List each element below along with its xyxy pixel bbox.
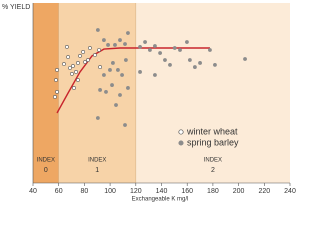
- zone: [58, 3, 136, 183]
- x-tick-label: 200: [233, 188, 245, 195]
- point: [104, 90, 108, 94]
- point: [178, 48, 182, 52]
- point: [138, 70, 142, 74]
- point: [88, 46, 92, 50]
- point: [148, 48, 152, 52]
- point: [118, 93, 122, 97]
- point: [76, 78, 80, 82]
- point: [102, 73, 106, 77]
- x-tick-label: 40: [29, 188, 37, 195]
- x-axis-label: Exchangeable K mg/l: [132, 197, 189, 203]
- point: [71, 64, 75, 68]
- point: [81, 50, 86, 54]
- point: [138, 45, 142, 49]
- zone-label: INDEX: [204, 158, 222, 164]
- point: [143, 40, 147, 44]
- x-tick-label: 60: [55, 188, 63, 195]
- point: [213, 63, 217, 67]
- legend-label: winter wheat: [186, 126, 238, 136]
- point: [108, 68, 112, 72]
- point: [158, 51, 162, 55]
- fit-curve: [56, 47, 210, 114]
- point: [102, 38, 106, 42]
- zone-sublabel: 0: [44, 167, 48, 174]
- x-tick-label: 120: [130, 188, 142, 195]
- point: [113, 43, 117, 47]
- x-tick-label: 140: [156, 188, 168, 195]
- point: [198, 61, 202, 65]
- point: [66, 55, 70, 59]
- page: % YIELD Exchangeable K mg/l INDEX 0 INDEX 1…: [2, 3, 296, 203]
- zone: [33, 3, 59, 183]
- x-tick-label: 80: [81, 188, 89, 195]
- point: [208, 48, 212, 52]
- point: [168, 63, 172, 67]
- legend-label: spring barley: [187, 137, 239, 147]
- point: [54, 78, 58, 82]
- point: [55, 68, 59, 72]
- legend-marker: [178, 129, 184, 135]
- point: [124, 58, 128, 62]
- point: [95, 28, 100, 32]
- zone-sublabel: 1: [95, 167, 99, 174]
- zone: [135, 3, 290, 183]
- x-tick-label: 180: [207, 188, 219, 195]
- chart: % YIELD Exchangeable K mg/l INDEX 0 INDEX 1…: [2, 3, 296, 203]
- point: [62, 62, 66, 66]
- point: [123, 42, 127, 46]
- point: [55, 90, 59, 94]
- point: [83, 60, 87, 64]
- zone-sublabel: 2: [211, 167, 215, 174]
- point: [98, 65, 102, 69]
- y-axis-label: % YIELD: [2, 4, 30, 11]
- point: [76, 61, 80, 65]
- point: [72, 86, 76, 90]
- point: [123, 123, 127, 127]
- point: [153, 73, 157, 77]
- point: [98, 88, 102, 92]
- point: [65, 45, 69, 49]
- point: [78, 54, 82, 58]
- x-tick-label: 100: [104, 188, 116, 195]
- point: [114, 103, 118, 107]
- point: [68, 66, 72, 70]
- point: [187, 58, 192, 62]
- zone-label: INDEX: [88, 158, 106, 164]
- x-tick-label: 240: [284, 188, 296, 195]
- point: [86, 58, 90, 62]
- zone-label: INDEX: [37, 158, 55, 164]
- point: [111, 61, 115, 65]
- x-tick-label: 220: [258, 188, 270, 195]
- point: [163, 58, 167, 62]
- point: [97, 48, 101, 52]
- point: [95, 116, 100, 120]
- point: [185, 40, 189, 44]
- point: [120, 73, 124, 77]
- point: [106, 43, 110, 47]
- point: [126, 31, 130, 35]
- x-tick-label: 160: [181, 188, 193, 195]
- point: [243, 57, 247, 61]
- point: [74, 70, 78, 74]
- point: [110, 83, 114, 87]
- point: [126, 86, 130, 90]
- point: [53, 95, 57, 99]
- point: [153, 44, 157, 48]
- point: [116, 68, 120, 72]
- legend-marker: [178, 140, 184, 146]
- point: [118, 38, 122, 42]
- point: [193, 65, 197, 69]
- point: [70, 72, 74, 76]
- point: [172, 46, 177, 50]
- point: [93, 53, 97, 57]
